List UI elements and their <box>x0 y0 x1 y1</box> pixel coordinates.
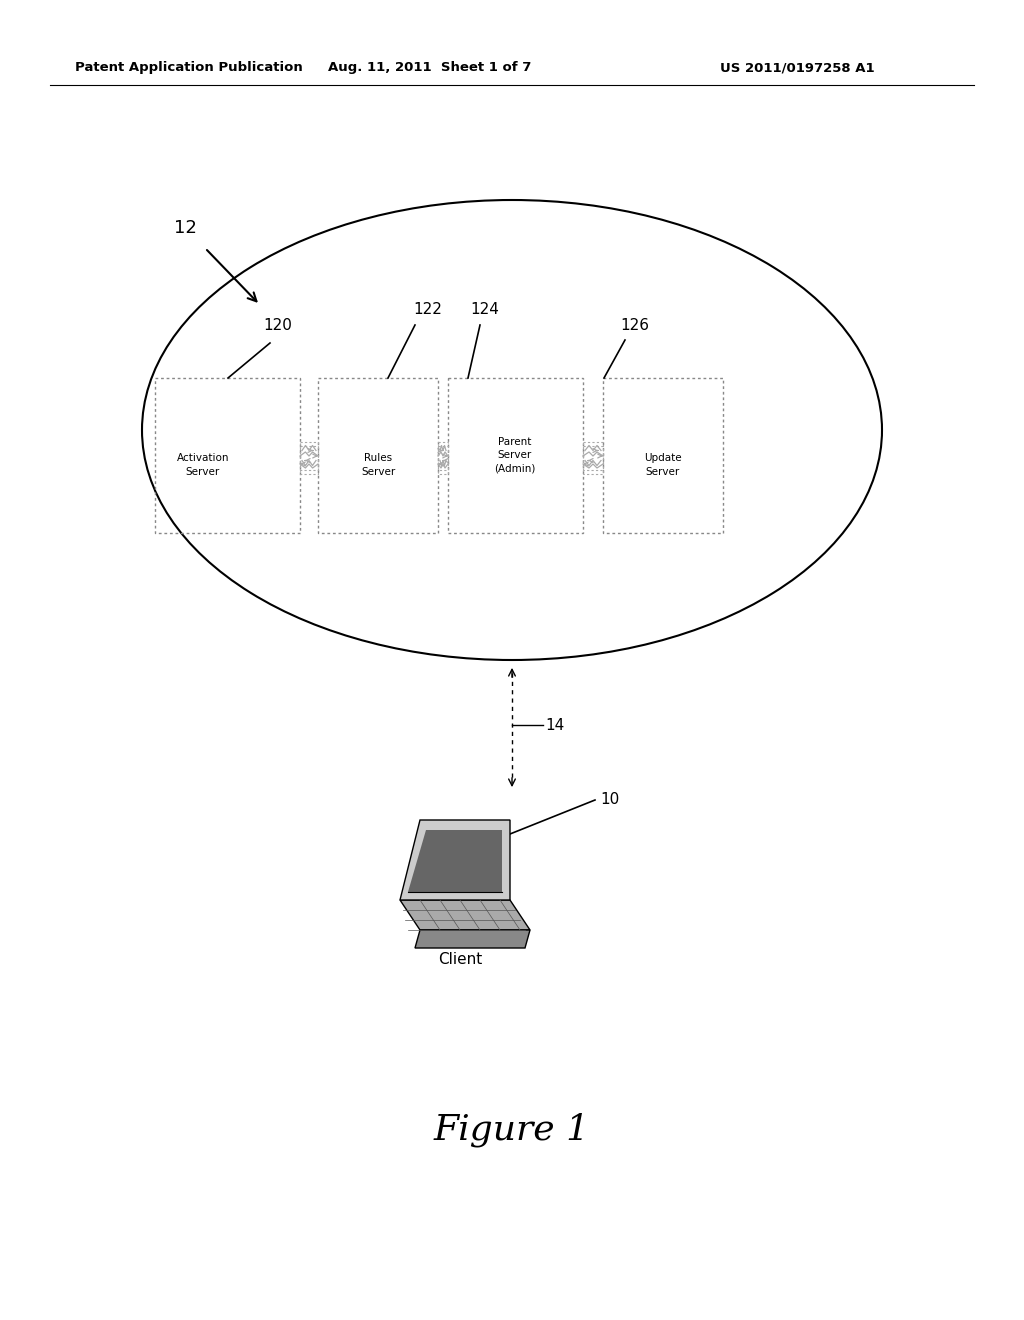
Text: 10: 10 <box>600 792 620 808</box>
Bar <box>438 441 449 470</box>
Bar <box>449 378 583 533</box>
Text: Figure 1: Figure 1 <box>434 1113 590 1147</box>
Bar <box>300 441 318 470</box>
Bar <box>155 378 300 533</box>
Bar <box>603 378 723 533</box>
Text: Aug. 11, 2011  Sheet 1 of 7: Aug. 11, 2011 Sheet 1 of 7 <box>329 62 531 74</box>
Text: 120: 120 <box>263 318 293 333</box>
Polygon shape <box>400 820 510 900</box>
Bar <box>318 378 438 533</box>
Text: Patent Application Publication: Patent Application Publication <box>75 62 303 74</box>
Text: 14: 14 <box>545 718 564 733</box>
Text: Activation
Server: Activation Server <box>177 453 229 477</box>
Text: US 2011/0197258 A1: US 2011/0197258 A1 <box>720 62 874 74</box>
Polygon shape <box>408 830 502 892</box>
Text: Client: Client <box>438 953 482 968</box>
Text: 122: 122 <box>414 302 442 318</box>
Text: Update
Server: Update Server <box>644 453 682 477</box>
Polygon shape <box>400 900 530 931</box>
Text: Parent
Server
(Admin): Parent Server (Admin) <box>495 437 536 473</box>
Bar <box>300 446 318 474</box>
Bar <box>438 446 449 474</box>
Text: 12: 12 <box>173 219 197 238</box>
Text: Rules
Server: Rules Server <box>360 453 395 477</box>
Bar <box>583 441 603 470</box>
Text: 126: 126 <box>621 318 649 333</box>
Text: 124: 124 <box>471 302 500 318</box>
Polygon shape <box>415 931 530 948</box>
Bar <box>583 446 603 474</box>
